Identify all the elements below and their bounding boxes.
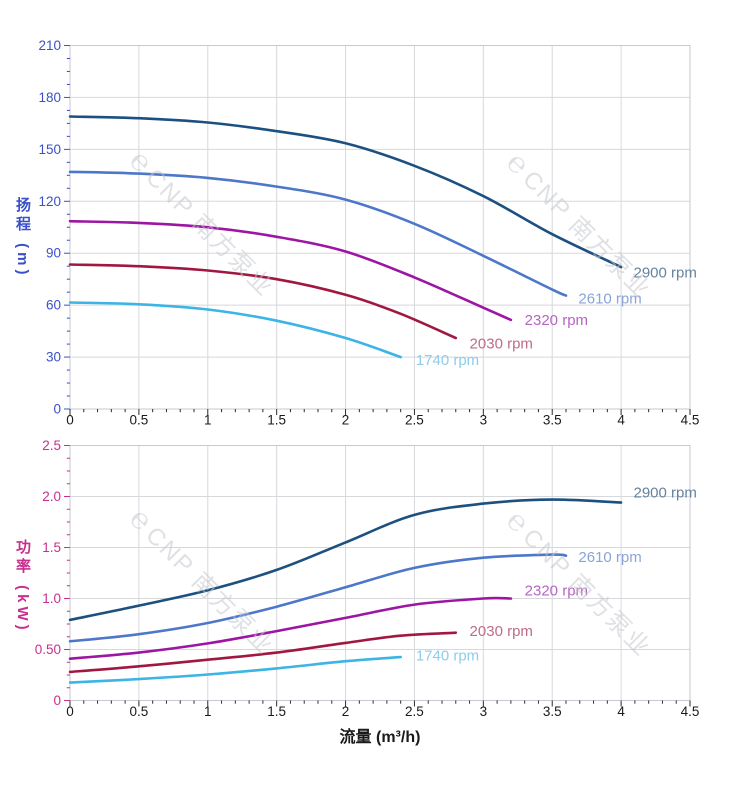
- head-curve-2030rpm: [68, 263, 458, 340]
- power-series-label-2030rpm: 2030 rpm: [470, 623, 533, 640]
- power-curve-2610rpm: [68, 553, 568, 643]
- watermark-text: ℮CNP 南方泵业: [500, 146, 659, 305]
- x-tick-label: 3: [480, 413, 488, 428]
- power-curve-2900rpm: [68, 498, 623, 622]
- x-tick-label: 2: [342, 704, 350, 719]
- head-curve-2610rpm: [68, 170, 568, 297]
- head-series-label-2320rpm: 2320 rpm: [525, 312, 588, 329]
- head-curve-2320rpm: [68, 219, 513, 322]
- x-tick-label: 0.5: [129, 413, 148, 428]
- power-y-axis-ticks: [64, 445, 70, 701]
- x-tick-label: 1: [204, 704, 212, 719]
- head-x-tick-labels: 0 0.5 1 1.5 2 2.5 3 3.5 4 4.5: [66, 413, 699, 428]
- power-y-axis-title: 功率 (kW): [14, 539, 31, 634]
- head-series-label-2900rpm: 2900 rpm: [634, 264, 697, 281]
- head-series-label-2030rpm: 2030 rpm: [470, 335, 533, 352]
- x-axis-title: 流量 (m³/h): [339, 729, 421, 746]
- x-tick-label: 3.5: [543, 704, 562, 719]
- power-grid: [70, 445, 690, 701]
- x-tick-label: 4.5: [681, 704, 700, 719]
- power-series-label-2320rpm: 2320 rpm: [525, 582, 588, 599]
- x-tick-label: 4: [617, 413, 625, 428]
- y-tick-label: 90: [46, 246, 61, 261]
- power-curve-1740rpm: [68, 655, 402, 684]
- watermark-text: ℮CNP 南方泵业: [123, 502, 282, 661]
- y-tick-label: 180: [38, 90, 61, 105]
- power-series-label-1740rpm: 1740 rpm: [416, 648, 479, 665]
- x-tick-label: 4: [617, 704, 625, 719]
- y-tick-label: 1.0: [42, 591, 61, 606]
- x-tick-label: 1.5: [267, 704, 286, 719]
- x-tick-label: 3.5: [543, 413, 562, 428]
- y-tick-label: 210: [38, 38, 61, 53]
- x-tick-label: 0.5: [129, 704, 148, 719]
- y-tick-label: 60: [46, 298, 61, 313]
- power-chart: 0 0.5 1 1.5 2 2.5 3 3.5 4 4.5 0 0.50 1.0 1.5 2.0 2.5 290…: [35, 438, 700, 719]
- y-tick-label: 0.50: [35, 642, 61, 657]
- head-curve-2900rpm: [68, 115, 623, 269]
- y-tick-label: 2.5: [42, 438, 61, 453]
- x-tick-label: 0: [66, 704, 74, 719]
- head-chart: 0 0.5 1 1.5 2 2.5 3 3.5 4 4.5 0 30 60 90 120 150 180 210 2…: [38, 38, 699, 428]
- x-tick-label: 2: [342, 413, 350, 428]
- head-y-axis-title: 扬程 (m): [14, 197, 31, 279]
- x-tick-label: 2.5: [405, 704, 424, 719]
- y-tick-label: 150: [38, 142, 61, 157]
- head-y-tick-labels: 0 30 60 90 120 150 180 210: [38, 38, 61, 417]
- y-tick-label: 120: [38, 194, 61, 209]
- power-y-tick-labels: 0 0.50 1.0 1.5 2.0 2.5: [35, 438, 61, 708]
- head-curve-1740rpm: [68, 301, 402, 359]
- power-series-label-2900rpm: 2900 rpm: [634, 485, 697, 502]
- power-curve-2320rpm: [68, 596, 513, 660]
- head-series-label-1740rpm: 1740 rpm: [416, 352, 479, 369]
- x-tick-label: 4.5: [681, 413, 700, 428]
- y-tick-label: 30: [46, 350, 61, 365]
- x-tick-label: 0: [66, 413, 74, 428]
- power-curve-2030rpm: [68, 631, 458, 674]
- head-grid: [70, 45, 690, 409]
- y-tick-label: 0: [53, 693, 61, 708]
- y-tick-label: 1.5: [42, 540, 61, 555]
- x-tick-label: 1: [204, 413, 212, 428]
- head-series-label-2610rpm: 2610 rpm: [578, 290, 641, 307]
- power-series-label-2610rpm: 2610 rpm: [578, 549, 641, 566]
- x-tick-label: 3: [480, 704, 488, 719]
- power-plot-border: [69, 445, 691, 701]
- x-tick-label: 2.5: [405, 413, 424, 428]
- head-x-axis-ticks: [69, 409, 691, 415]
- power-x-axis-ticks: [69, 700, 691, 707]
- brand-watermark: ℮CNP 南方泵业 ℮CNP 南方泵业℮CNP 南方泵业 ℮CNP 南方泵业: [123, 144, 659, 662]
- power-x-tick-labels: 0 0.5 1 1.5 2 2.5 3 3.5 4 4.5: [66, 704, 699, 719]
- x-tick-label: 1.5: [267, 413, 286, 428]
- y-tick-label: 2.0: [42, 489, 61, 504]
- y-tick-label: 0: [53, 402, 61, 417]
- head-y-axis-ticks: [64, 45, 70, 410]
